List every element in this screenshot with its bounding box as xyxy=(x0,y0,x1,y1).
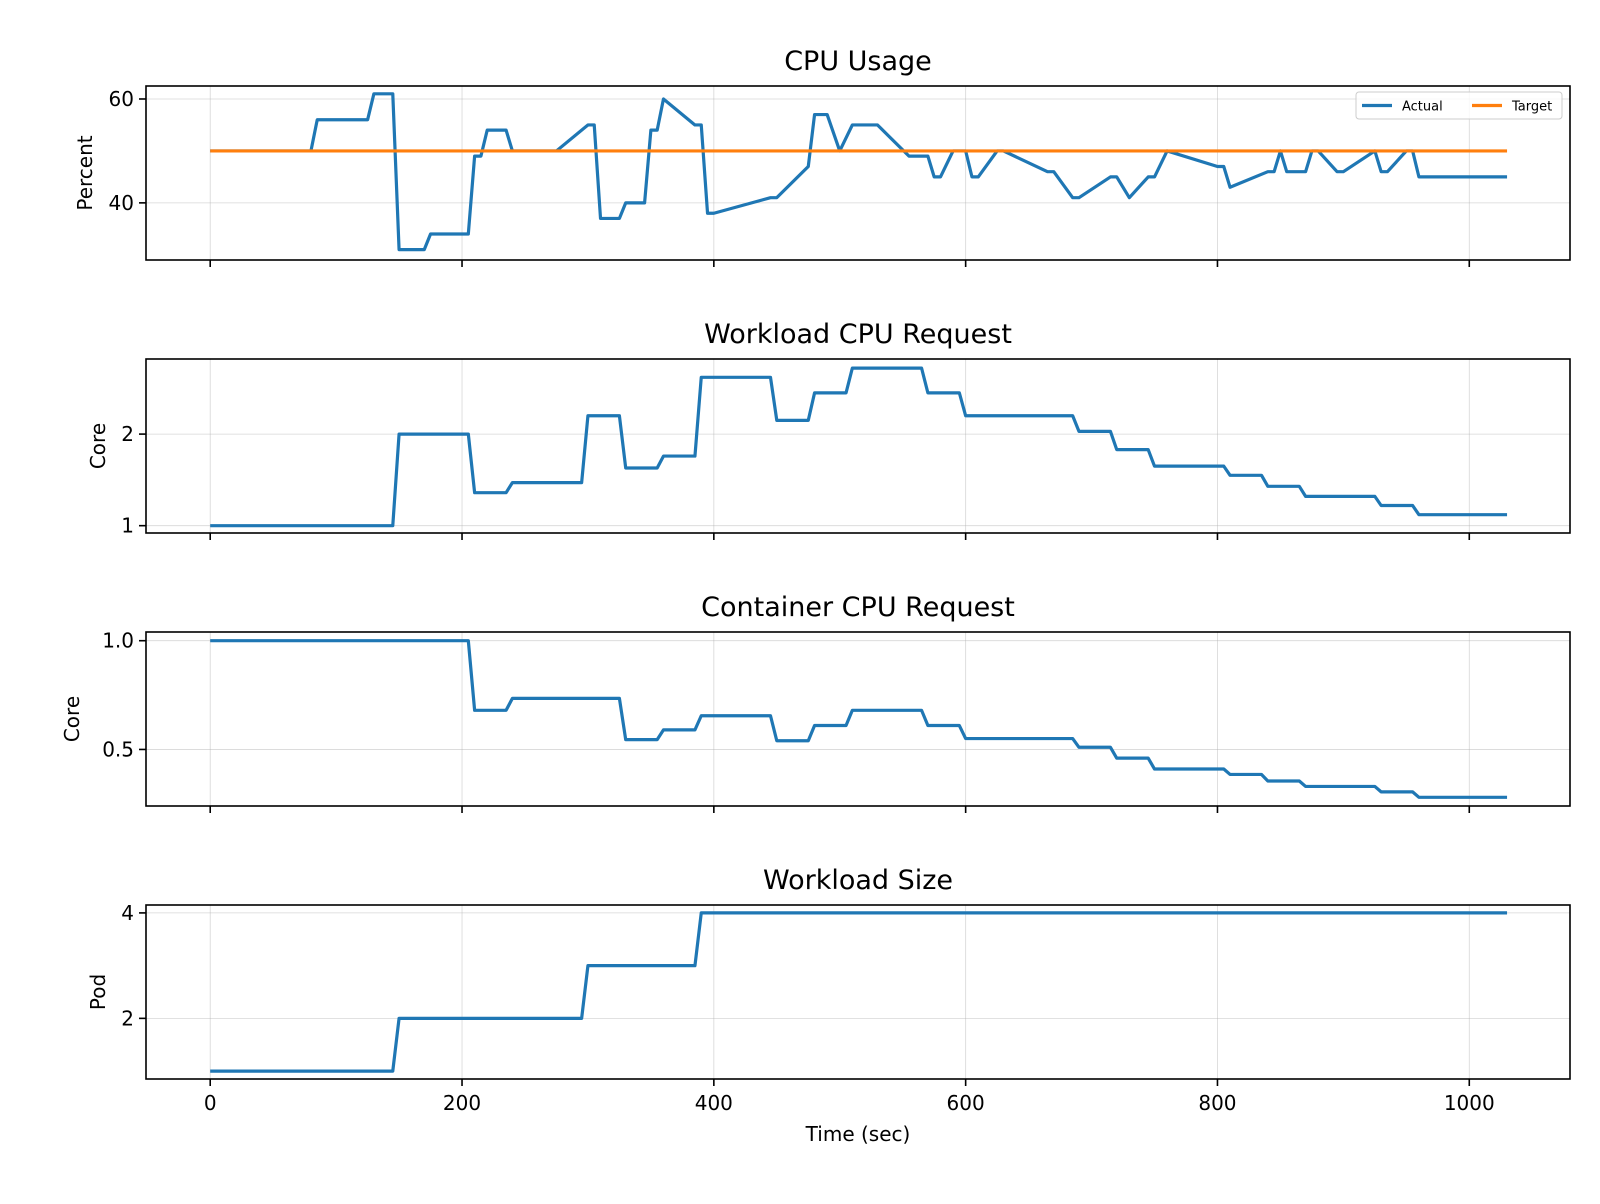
x-tick-label: 800 xyxy=(1198,1091,1236,1115)
y-axis-label: Core xyxy=(86,423,110,469)
panel-title: Workload Size xyxy=(763,865,953,896)
panel-title: Workload CPU Request xyxy=(704,319,1012,350)
axes-frame xyxy=(145,631,1571,807)
legend: Actual Target xyxy=(1355,91,1563,120)
panel-3: 0.5 1.0 Container CPU Request Core xyxy=(60,592,1571,813)
x-tick-label: 1000 xyxy=(1444,1091,1495,1115)
y-tick-label: 40 xyxy=(109,191,134,215)
y-axis-label: Percent xyxy=(73,135,97,210)
panel-2: 1 2 Workload CPU Request Core xyxy=(86,319,1571,540)
y-tick-label: 1.0 xyxy=(102,629,134,653)
panel-title: CPU Usage xyxy=(784,46,932,77)
axes-frame xyxy=(145,358,1571,534)
series-line xyxy=(210,639,1508,799)
legend-frame xyxy=(1355,91,1563,120)
x-tick-label: 200 xyxy=(443,1091,481,1115)
y-tick-label: 60 xyxy=(109,87,134,111)
y-tick-label: 4 xyxy=(121,901,134,925)
series-actual-line xyxy=(210,92,1508,252)
panel-4: 2 4 0 200 400 600 800 1000 Workload Size Pod Time … xyxy=(86,865,1571,1146)
x-tick-label: 600 xyxy=(947,1091,985,1115)
y-axis-label: Core xyxy=(60,696,84,742)
y-tick-label: 1 xyxy=(121,514,134,538)
legend-label: Target xyxy=(1511,100,1552,115)
y-tick-label: 0.5 xyxy=(102,737,134,761)
y-axis-label: Pod xyxy=(86,974,110,1010)
series-line xyxy=(210,366,1508,528)
y-tick-label: 2 xyxy=(121,1006,134,1030)
x-tick-label: 400 xyxy=(695,1091,733,1115)
panel-1: 40 60 CPU Usage Percent Actual Target xyxy=(73,46,1571,267)
x-axis-label: Time (sec) xyxy=(805,1122,911,1146)
axes-frame xyxy=(145,85,1571,261)
x-tick-label: 0 xyxy=(204,1091,217,1115)
series-line xyxy=(210,911,1508,1073)
y-tick-label: 2 xyxy=(121,422,134,446)
panel-title: Container CPU Request xyxy=(701,592,1015,623)
axes-frame xyxy=(145,904,1571,1080)
legend-label: Actual xyxy=(1402,100,1443,115)
